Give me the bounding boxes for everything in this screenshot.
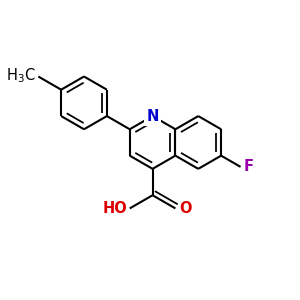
Text: H$_3$C: H$_3$C	[6, 66, 35, 85]
Text: HO: HO	[102, 201, 127, 216]
Text: F: F	[243, 159, 254, 174]
Text: N: N	[146, 109, 159, 124]
Text: O: O	[179, 201, 192, 216]
